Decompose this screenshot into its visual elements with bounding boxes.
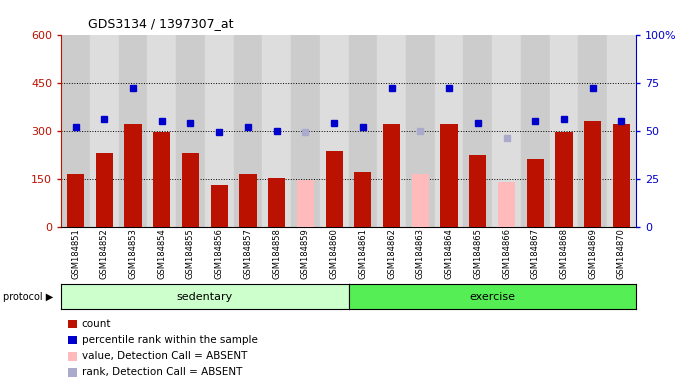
- Bar: [613, 124, 630, 227]
- Bar: [320, 35, 348, 227]
- Bar: [326, 151, 343, 227]
- Bar: [469, 155, 486, 227]
- Bar: [291, 35, 320, 227]
- Bar: [526, 159, 544, 227]
- Bar: [268, 178, 286, 227]
- Bar: [124, 124, 141, 227]
- Bar: [584, 121, 601, 227]
- Bar: [492, 35, 521, 227]
- Bar: [296, 180, 314, 227]
- Bar: [354, 172, 371, 227]
- Bar: [383, 124, 401, 227]
- Bar: [148, 35, 176, 227]
- Bar: [153, 132, 171, 227]
- Bar: [556, 132, 573, 227]
- Bar: [211, 185, 228, 227]
- Bar: [67, 174, 84, 227]
- Bar: [176, 35, 205, 227]
- Text: protocol ▶: protocol ▶: [3, 291, 54, 302]
- Text: exercise: exercise: [469, 291, 515, 302]
- Text: percentile rank within the sample: percentile rank within the sample: [82, 335, 258, 345]
- Bar: [182, 153, 199, 227]
- Bar: [96, 153, 113, 227]
- Bar: [435, 35, 463, 227]
- Bar: [348, 35, 377, 227]
- Text: sedentary: sedentary: [177, 291, 233, 302]
- Bar: [411, 174, 429, 227]
- Bar: [118, 35, 148, 227]
- Bar: [578, 35, 607, 227]
- Text: value, Detection Call = ABSENT: value, Detection Call = ABSENT: [82, 351, 247, 361]
- Bar: [61, 35, 90, 227]
- Bar: [205, 35, 234, 227]
- Bar: [262, 35, 291, 227]
- Bar: [463, 35, 492, 227]
- Bar: [549, 35, 578, 227]
- Bar: [607, 35, 636, 227]
- Bar: [90, 35, 118, 227]
- Bar: [521, 35, 549, 227]
- Bar: [377, 35, 406, 227]
- Bar: [406, 35, 435, 227]
- Bar: [234, 35, 262, 227]
- Text: count: count: [82, 319, 111, 329]
- Bar: [239, 174, 256, 227]
- Bar: [441, 124, 458, 227]
- Text: rank, Detection Call = ABSENT: rank, Detection Call = ABSENT: [82, 367, 242, 377]
- Bar: [498, 182, 515, 227]
- Text: GDS3134 / 1397307_at: GDS3134 / 1397307_at: [88, 17, 234, 30]
